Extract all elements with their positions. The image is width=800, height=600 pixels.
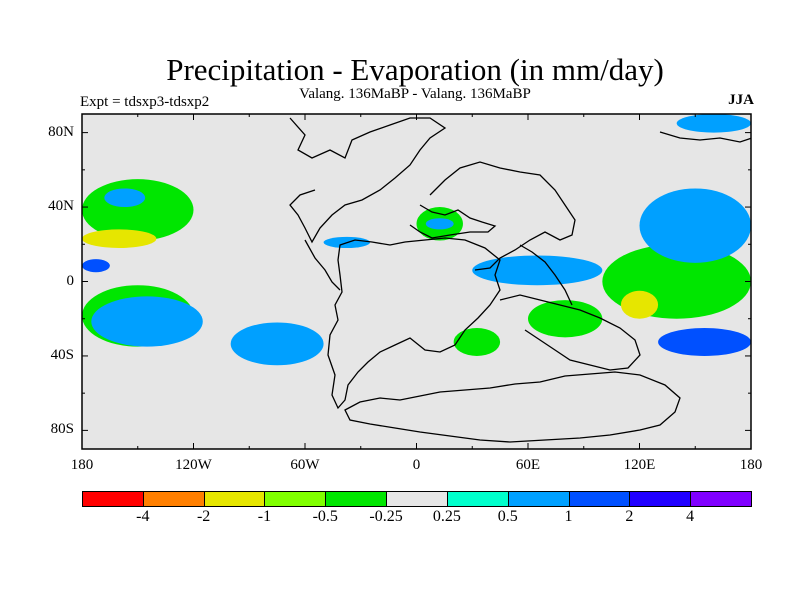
x-tick-label: 120W: [175, 457, 212, 473]
colorbar-label: 2: [625, 508, 634, 525]
contour-tethys-cyan: [425, 218, 454, 230]
x-tick-label: 60W: [290, 457, 320, 473]
coastline-south-america-africa: [327, 237, 501, 410]
colorbar-label: 0.5: [497, 508, 518, 525]
contour-w-pacific-cyan: [639, 188, 751, 263]
contour-s-atl-cyan: [230, 322, 324, 366]
colorbar-label: -2: [196, 508, 211, 525]
coastline-europe: [409, 204, 497, 239]
contour-eq-pacific-blue: [82, 259, 110, 273]
colorbar-swatch: [203, 491, 266, 507]
chart-subtitle: Valang. 136MaBP - Valang. 136MaBP: [299, 86, 531, 102]
colorbar-label: 4: [686, 508, 695, 525]
y-tick-label: 40N: [48, 198, 74, 215]
coastline-central-america: [304, 239, 341, 291]
contour-indian-green: [528, 300, 603, 338]
colorbar-swatch: [507, 491, 570, 507]
coastline-eurasia: [429, 161, 576, 271]
experiment-label: Expt = tdsxp3-tdsxp2: [80, 94, 210, 110]
contour-n-pacific-cyan: [104, 188, 146, 208]
contour-arctic-cyan: [676, 114, 751, 133]
x-tick-label: 0: [412, 457, 421, 473]
y-tick-label: 0: [66, 272, 75, 289]
x-tick-label: 180: [739, 457, 763, 473]
colorbar-label: -4: [136, 508, 150, 525]
colorbar-label: 1: [564, 508, 573, 525]
contour-sw-pacific-blue: [658, 328, 751, 356]
colorbar-swatch: [82, 491, 144, 507]
colorbar-swatch: [568, 491, 631, 507]
contour-indian-cyan: [472, 255, 603, 286]
colorbar-label: -0.25: [369, 508, 403, 525]
colorbar-swatch: [386, 491, 448, 507]
colorbar-label: -1: [257, 508, 272, 525]
contour-s-pacific-cyan: [91, 296, 203, 347]
colorbar: [82, 491, 752, 507]
y-tick-label: 80S: [50, 421, 74, 438]
coastline-antarctica: [344, 371, 681, 443]
x-tick-label: 60E: [515, 457, 541, 473]
contour-n-pacific-yellow: [82, 229, 157, 248]
coastline-arctic: [659, 131, 751, 143]
colorbar-swatch: [690, 491, 752, 507]
season-label: JJA: [728, 92, 754, 108]
y-tick-label: 80N: [48, 123, 74, 140]
contour-fill-layer: [82, 114, 751, 449]
x-tick-label: 180: [70, 457, 94, 473]
colorbar-swatch: [142, 491, 205, 507]
colorbar-label: 0.25: [432, 508, 461, 525]
contour-w-pacific-yellow: [620, 290, 659, 319]
coastline-layer: [289, 117, 751, 443]
colorbar-swatch: [446, 491, 509, 507]
chart-title: Precipitation - Evaporation (in mm/day): [166, 52, 664, 87]
y-tick-label: 40S: [50, 346, 74, 363]
coastline-north-america: [289, 117, 447, 244]
colorbar-label: -0.5: [312, 508, 338, 525]
colorbar-swatch: [629, 491, 692, 507]
coastline-india-australia: [499, 294, 641, 371]
colorbar-swatch: [264, 491, 327, 507]
contour-se-africa-green: [453, 328, 501, 356]
axis-ticks: [81, 114, 752, 449]
coastline-islands: [519, 244, 573, 306]
x-tick-label: 120E: [623, 457, 656, 473]
colorbar-swatch: [325, 491, 388, 507]
